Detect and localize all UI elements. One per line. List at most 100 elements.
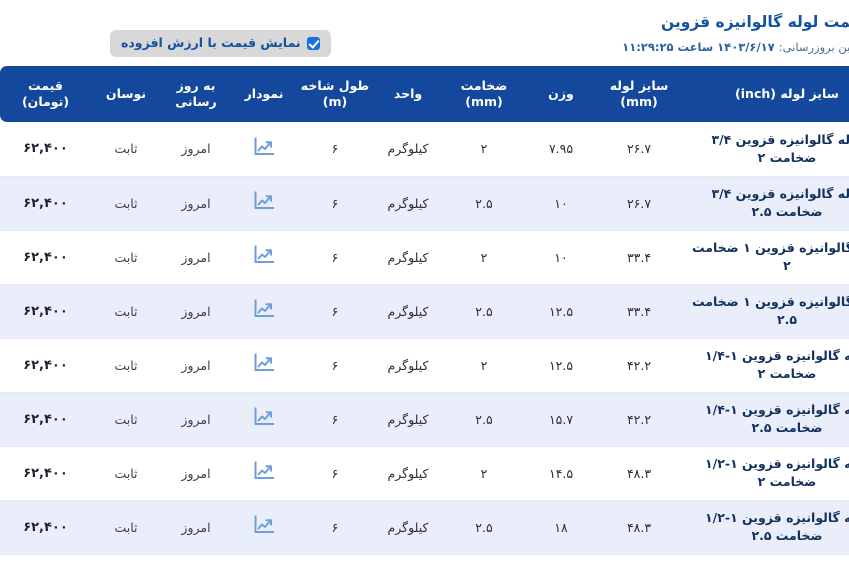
cell-thickness: ۲.۵ [351, 392, 433, 446]
table-row[interactable]: ۵ لوله گالوانیزه قزوین ۱ ضخامت ۲ ۳۳.۴ ۱۰ ۲ کی… [0, 230, 841, 284]
table-row[interactable]: ۴ لوله گالوانیزه قزوین ۳/۴ ضخامت ۲.۵ ۲۶.۷ ۱… [0, 176, 841, 230]
cell-length: ۶ [205, 392, 281, 446]
header-titles: قیمت لوله گالوانیزه قزوین آخرین بروزرسان… [530, 6, 775, 56]
table-row[interactable]: ۹ لوله گالوانیزه قزوین ۱-۱/۲ ضخامت ۲ ۴۸.۳ ۱… [0, 446, 841, 500]
column-header-fluctuation[interactable]: نوسان [0, 66, 69, 122]
table-header-row: ردیف سایز لوله (inch) سایز لوله (mm) وزن… [0, 66, 841, 122]
cell-update: امروز [69, 392, 139, 446]
cell-weight: ۱۲.۵ [433, 338, 505, 392]
cell-length: ۶ [205, 446, 281, 500]
cell-thickness: ۲ [351, 446, 433, 500]
cell-fluctuation: ثابت [0, 446, 69, 500]
cell-unit: کیلوگرم [281, 500, 351, 554]
column-header-update[interactable]: به روز رسانی [69, 66, 139, 122]
cell-update: امروز [69, 284, 139, 338]
table-row[interactable]: ۶ لوله گالوانیزه قزوین ۱ ضخامت ۲.۵ ۳۳.۴ ۱۲.… [0, 284, 841, 338]
cell-unit: کیلوگرم [281, 122, 351, 176]
cell-pipe-name: لوله گالوانیزه قزوین ۱ ضخامت ۲ [589, 230, 801, 284]
last-update-line: آخرین بروزرسانی: ۱۴۰۳/۶/۱۷ ساعت ۱۱:۲۹:۲۵ [530, 38, 775, 56]
page-title: قیمت لوله گالوانیزه قزوین [530, 12, 775, 32]
column-header-thickness-line2: (mm) [373, 94, 411, 109]
column-header-length-line2: (m) [231, 94, 255, 109]
line-chart-icon[interactable] [161, 136, 183, 157]
column-header-index[interactable]: ردیف [801, 66, 841, 122]
column-header-thickness-line1: ضخامت [369, 78, 416, 93]
line-chart-icon[interactable] [161, 406, 183, 427]
cell-length: ۶ [205, 122, 281, 176]
table-row[interactable]: ۸ لوله گالوانیزه قزوین ۱-۱/۴ ضخامت ۲.۵ ۴۲.… [0, 392, 841, 446]
brand-block: QAZVIN FOOLAD CO F قیمت لوله گالوانیزه ق… [530, 6, 841, 62]
column-header-pipe-size-mm-line1: سایز لوله [518, 78, 577, 93]
cell-thickness: ۲.۵ [351, 284, 433, 338]
page-header: QAZVIN FOOLAD CO F قیمت لوله گالوانیزه ق… [0, 0, 849, 66]
cell-length: ۶ [205, 230, 281, 284]
cell-pipe-name: لوله گالوانیزه قزوین ۳/۴ ضخامت ۲ [589, 122, 801, 176]
cell-row-index: ۳ [801, 122, 841, 176]
cell-length: ۶ [205, 284, 281, 338]
column-header-update-line1: به روز [85, 78, 124, 93]
price-page: QAZVIN FOOLAD CO F قیمت لوله گالوانیزه ق… [0, 0, 849, 561]
cell-chart[interactable] [139, 284, 205, 338]
company-logo: QAZVIN FOOLAD CO F [783, 4, 841, 62]
column-header-weight[interactable]: وزن [433, 66, 505, 122]
cell-weight: ۱۸ [433, 500, 505, 554]
column-header-thickness[interactable]: ضخامت (mm) [351, 66, 433, 122]
column-header-length[interactable]: طول شاخه (m) [205, 66, 281, 122]
cell-pipe-name: لوله گالوانیزه قزوین ۱-۱/۲ ضخامت ۲.۵ [589, 500, 801, 554]
cell-chart[interactable] [139, 446, 205, 500]
cell-unit: کیلوگرم [281, 392, 351, 446]
cell-thickness: ۲ [351, 230, 433, 284]
cell-fluctuation: ثابت [0, 122, 69, 176]
cell-chart[interactable] [139, 230, 205, 284]
column-header-pipe-size-inch[interactable]: سایز لوله (inch) [589, 66, 801, 122]
cell-length: ۶ [205, 500, 281, 554]
cell-length: ۶ [205, 176, 281, 230]
line-chart-icon[interactable] [161, 244, 183, 265]
column-header-pipe-size-mm[interactable]: سایز لوله (mm) [505, 66, 589, 122]
table-row[interactable]: ۳ لوله گالوانیزه قزوین ۳/۴ ضخامت ۲ ۲۶.۷ ۷.۹… [0, 122, 841, 176]
cell-thickness: ۲.۵ [351, 176, 433, 230]
cell-update: امروز [69, 500, 139, 554]
cell-chart[interactable] [139, 338, 205, 392]
cell-row-index: ۱۰ [801, 500, 841, 554]
cell-fluctuation: ثابت [0, 230, 69, 284]
cell-row-index: ۹ [801, 446, 841, 500]
cell-chart[interactable] [139, 392, 205, 446]
vat-toggle-button[interactable]: نمایش قیمت با ارزش افزوده [18, 30, 239, 57]
cell-size-mm: ۲۶.۷ [505, 122, 589, 176]
cell-update: امروز [69, 122, 139, 176]
cell-chart[interactable] [139, 176, 205, 230]
cell-chart[interactable] [139, 122, 205, 176]
column-header-length-line1: طول شاخه [209, 78, 277, 93]
cell-unit: کیلوگرم [281, 230, 351, 284]
checked-checkbox-icon[interactable] [215, 37, 228, 50]
cell-thickness: ۲ [351, 122, 433, 176]
line-chart-icon[interactable] [161, 460, 183, 481]
cell-pipe-name: لوله گالوانیزه قزوین ۱-۱/۴ ضخامت ۲ [589, 338, 801, 392]
cell-unit: کیلوگرم [281, 284, 351, 338]
line-chart-icon[interactable] [161, 514, 183, 535]
cell-update: امروز [69, 446, 139, 500]
cell-row-index: ۸ [801, 392, 841, 446]
cell-size-mm: ۴۸.۳ [505, 446, 589, 500]
line-chart-icon[interactable] [161, 190, 183, 211]
cell-update: امروز [69, 338, 139, 392]
cell-chart[interactable] [139, 500, 205, 554]
cell-unit: کیلوگرم [281, 176, 351, 230]
price-table: ردیف سایز لوله (inch) سایز لوله (mm) وزن… [0, 66, 841, 555]
table-row[interactable]: ۱۰ لوله گالوانیزه قزوین ۱-۱/۲ ضخامت ۲.۵ ۴۸… [0, 500, 841, 554]
cell-weight: ۱۲.۵ [433, 284, 505, 338]
line-chart-icon[interactable] [161, 298, 183, 319]
column-header-update-line2: رسانی [83, 94, 125, 109]
cell-fluctuation: ثابت [0, 392, 69, 446]
line-chart-icon[interactable] [161, 352, 183, 373]
svg-text:F: F [805, 23, 819, 47]
cell-row-index: ۴ [801, 176, 841, 230]
column-header-unit[interactable]: واحد [281, 66, 351, 122]
cell-row-index: ۶ [801, 284, 841, 338]
cell-weight: ۱۴.۵ [433, 446, 505, 500]
cell-update: امروز [69, 230, 139, 284]
cell-fluctuation: ثابت [0, 500, 69, 554]
column-header-chart[interactable]: نمودار [139, 66, 205, 122]
table-row[interactable]: ۷ لوله گالوانیزه قزوین ۱-۱/۴ ضخامت ۲ ۴۲.۲ ۱… [0, 338, 841, 392]
